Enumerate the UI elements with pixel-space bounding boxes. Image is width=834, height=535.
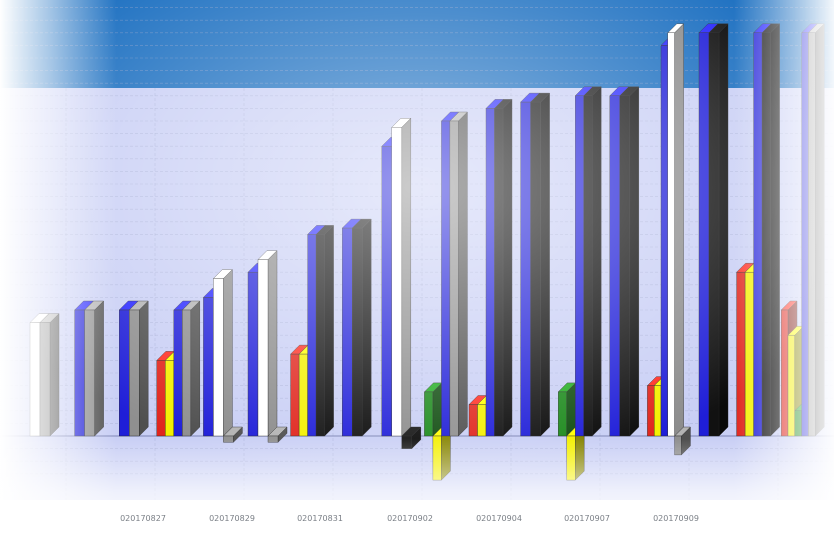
x-tick-label: 020170904 (476, 514, 522, 523)
x-tick-label: 020170902 (387, 514, 433, 523)
x-axis-tick-labels: 020170827 020170829 020170831 020170902 … (120, 514, 699, 523)
x-tick-label: 020170829 (209, 514, 255, 523)
x-tick-label: 020170909 (653, 514, 699, 523)
x-tick-label: 020170827 (120, 514, 166, 523)
x-tick-label: 020170831 (297, 514, 343, 523)
x-tick-label: 020170907 (564, 514, 610, 523)
